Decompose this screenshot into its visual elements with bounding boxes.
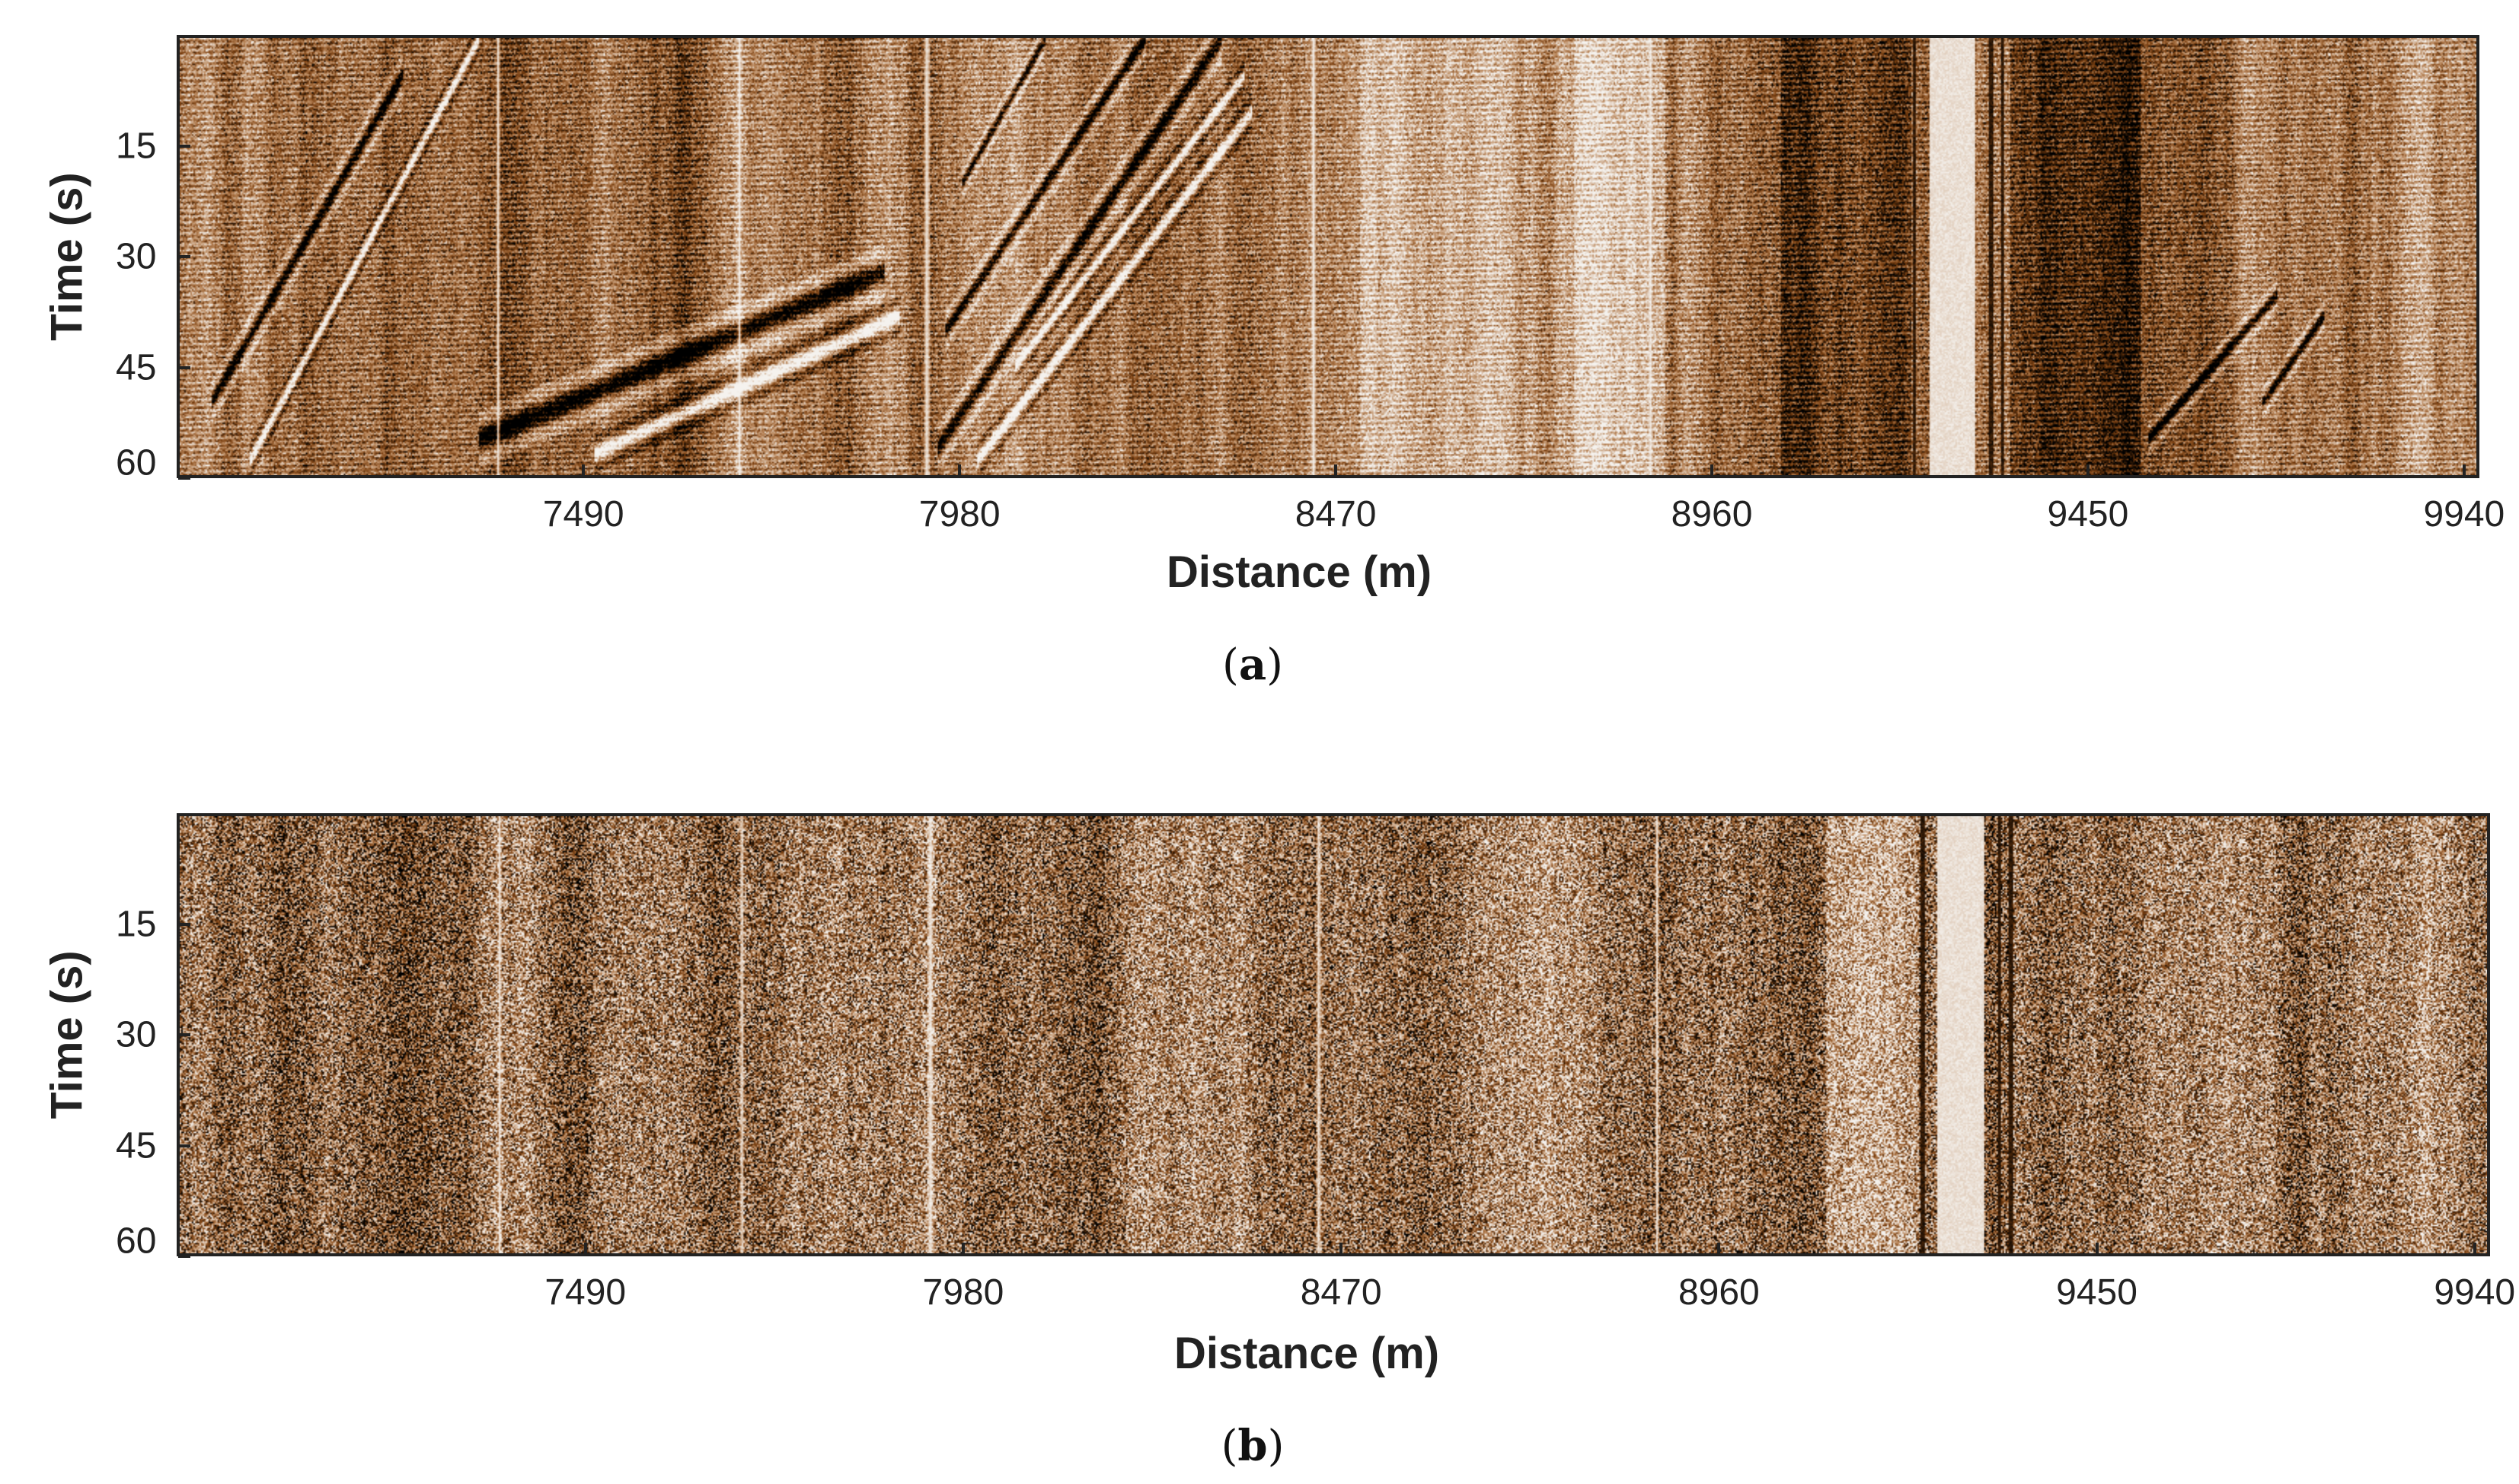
x-tick-label: 9450 <box>2047 494 2129 535</box>
x-tick-label: 8470 <box>1300 1272 1382 1313</box>
x-tick-mark <box>958 464 962 477</box>
caption-a: (a) <box>1221 640 1284 690</box>
x-tick-label: 8960 <box>1671 494 1753 535</box>
x-tick-label: 9940 <box>2434 1272 2516 1313</box>
seismic-heatmap-b <box>180 816 2487 1253</box>
x-tick-mark <box>583 1243 587 1255</box>
y-tick-label: 15 <box>116 126 157 166</box>
y-tick-mark <box>178 365 190 369</box>
x-tick-mark <box>1334 464 1338 477</box>
y-tick-mark <box>178 1144 190 1147</box>
x-tick-label: 8470 <box>1295 494 1377 535</box>
x-tick-label: 7980 <box>922 1272 1004 1313</box>
x-tick-mark <box>1339 1243 1343 1255</box>
heatmap-plot-area-a <box>177 35 2479 478</box>
y-tick-label: 15 <box>116 904 157 944</box>
x-tick-mark <box>2086 464 2090 477</box>
x-tick-label: 8960 <box>1678 1272 1760 1313</box>
x-tick-label: 7980 <box>918 494 1001 535</box>
y-tick-mark <box>178 922 190 926</box>
caption-label-b: b <box>1237 1421 1268 1471</box>
x-tick-label: 9450 <box>2056 1272 2137 1313</box>
y-tick-label: 45 <box>116 347 157 388</box>
x-tick-mark <box>2473 1243 2476 1255</box>
caption-label-a: a <box>1238 640 1267 690</box>
x-tick-label: 7490 <box>542 494 624 535</box>
x-tick-mark <box>582 464 586 477</box>
x-tick-label: 7490 <box>544 1272 627 1313</box>
seismic-heatmap-a <box>180 38 2476 475</box>
y-tick-label: 30 <box>116 236 157 277</box>
x-axis-title-b: Distance (m) <box>1173 1329 1440 1378</box>
caption-b: (b) <box>1221 1421 1285 1471</box>
x-tick-mark <box>2462 464 2466 477</box>
x-tick-mark <box>1717 1243 1721 1255</box>
x-axis-title-a: Distance (m) <box>1166 547 1432 597</box>
y-tick-mark <box>178 1033 190 1036</box>
y-tick-mark <box>178 477 190 480</box>
y-tick-mark <box>178 255 190 258</box>
y-tick-label: 60 <box>116 442 157 483</box>
x-tick-mark <box>1710 464 1713 477</box>
y-tick-mark <box>178 144 190 148</box>
y-axis-title-a: Time (s) <box>42 172 92 341</box>
x-tick-label: 9940 <box>2423 494 2505 535</box>
y-axis-title-b: Time (s) <box>42 950 92 1119</box>
x-tick-mark <box>2095 1243 2099 1255</box>
x-tick-mark <box>961 1243 965 1255</box>
y-tick-mark <box>178 1255 190 1258</box>
y-tick-label: 30 <box>116 1014 157 1055</box>
y-tick-label: 45 <box>116 1125 157 1166</box>
heatmap-plot-area-b <box>177 813 2490 1256</box>
y-tick-label: 60 <box>116 1221 157 1262</box>
